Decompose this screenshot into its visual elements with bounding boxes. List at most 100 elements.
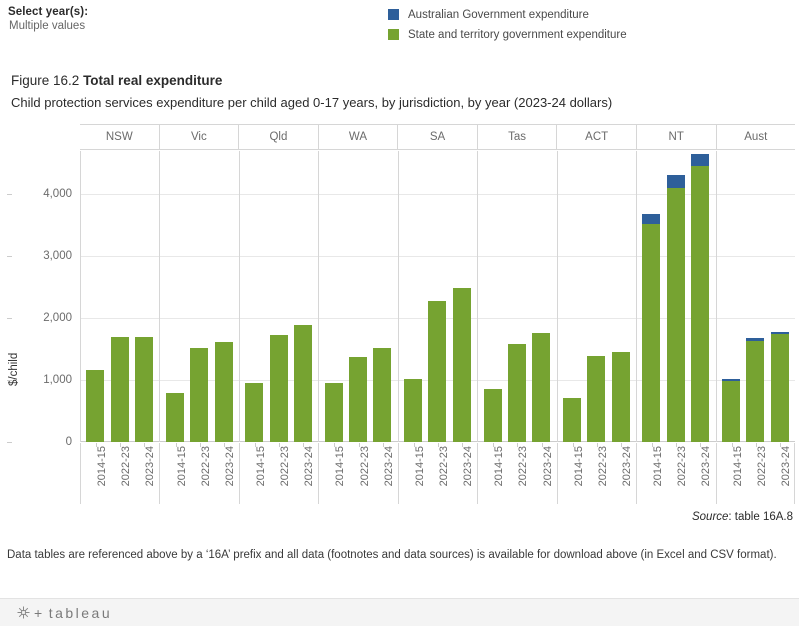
bar-tas-2022-23[interactable] — [507, 151, 526, 442]
x-tick-wa-2023-24[interactable]: 2023-24 — [374, 443, 395, 504]
x-tick-act-2023-24[interactable]: 2023-24 — [612, 443, 633, 504]
bar-nsw-2022-23[interactable] — [110, 151, 129, 442]
bar-segment-state-territory[interactable] — [110, 337, 129, 442]
bar-segment-state-territory[interactable] — [770, 334, 789, 442]
x-tick-sa-2022-23[interactable]: 2022-23 — [429, 443, 450, 504]
x-tick-sa-2014-15[interactable]: 2014-15 — [405, 443, 426, 504]
jurisdiction-header-act[interactable]: ACT — [556, 125, 636, 149]
bar-segment-state-territory[interactable] — [691, 165, 710, 442]
bar-segment-state-territory[interactable] — [611, 351, 630, 442]
bar-sa-2023-24[interactable] — [452, 151, 471, 442]
bar-segment-state-territory[interactable] — [245, 383, 264, 442]
bar-segment-state-territory[interactable] — [135, 337, 154, 442]
bar-segment-state-territory[interactable] — [483, 388, 502, 442]
bar-segment-state-territory[interactable] — [214, 341, 233, 442]
bar-aust-2023-24[interactable] — [770, 151, 789, 442]
x-tick-qld-2023-24[interactable]: 2023-24 — [294, 443, 315, 504]
x-tick-tas-2023-24[interactable]: 2023-24 — [533, 443, 554, 504]
x-tick-tas-2022-23[interactable]: 2022-23 — [508, 443, 529, 504]
x-tick-nt-2014-15[interactable]: 2014-15 — [643, 443, 664, 504]
bar-nsw-2023-24[interactable] — [135, 151, 154, 442]
tableau-logo[interactable]: + tableau — [16, 605, 112, 621]
x-tick-act-2022-23[interactable]: 2022-23 — [588, 443, 609, 504]
bar-sa-2022-23[interactable] — [428, 151, 447, 442]
bar-aust-2022-23[interactable] — [746, 151, 765, 442]
bar-act-2023-24[interactable] — [611, 151, 630, 442]
x-tick-qld-2014-15[interactable]: 2014-15 — [246, 443, 267, 504]
x-tick-sa-2023-24[interactable]: 2023-24 — [453, 443, 474, 504]
bar-segment-state-territory[interactable] — [507, 343, 526, 442]
bar-segment-state-territory[interactable] — [86, 370, 105, 442]
bar-segment-state-territory[interactable] — [324, 383, 343, 442]
bar-segment-state-territory[interactable] — [587, 356, 606, 442]
bar-segment-state-territory[interactable] — [562, 397, 581, 442]
legend-item-australian-government[interactable]: Australian Government expenditure — [388, 6, 627, 23]
bar-act-2014-15[interactable] — [562, 151, 581, 442]
jurisdiction-header-nt[interactable]: NT — [635, 125, 716, 149]
bar-segment-state-territory[interactable] — [349, 356, 368, 442]
bar-nt-2014-15[interactable] — [642, 151, 661, 442]
x-tick-nt-2023-24[interactable]: 2023-24 — [691, 443, 712, 504]
bar-segment-state-territory[interactable] — [746, 340, 765, 442]
legend-item-state-territory-government[interactable]: State and territory government expenditu… — [388, 26, 627, 43]
bar-segment-state-territory[interactable] — [721, 381, 740, 442]
jurisdiction-header-vic[interactable]: Vic — [158, 125, 239, 149]
bar-segment-state-territory[interactable] — [293, 325, 312, 442]
bar-tas-2014-15[interactable] — [483, 151, 502, 442]
year-filter-value[interactable]: Multiple values — [9, 20, 86, 32]
bar-nsw-2014-15[interactable] — [86, 151, 105, 442]
bar-qld-2023-24[interactable] — [293, 151, 312, 442]
bar-segment-state-territory[interactable] — [190, 347, 209, 442]
jurisdiction-header-wa[interactable]: WA — [317, 125, 398, 149]
x-tick-aust-2023-24[interactable]: 2023-24 — [771, 443, 792, 504]
bar-wa-2023-24[interactable] — [373, 151, 392, 442]
bar-qld-2022-23[interactable] — [269, 151, 288, 442]
x-tick-tas-2014-15[interactable]: 2014-15 — [484, 443, 505, 504]
x-tick-qld-2022-23[interactable]: 2022-23 — [270, 443, 291, 504]
jurisdiction-header-sa[interactable]: SA — [397, 125, 477, 149]
x-tick-act-2014-15[interactable]: 2014-15 — [564, 443, 585, 504]
bar-segment-state-territory[interactable] — [666, 187, 685, 442]
bar-segment-state-territory[interactable] — [452, 288, 471, 442]
x-tick-nsw-2022-23[interactable]: 2022-23 — [111, 443, 132, 504]
bar-segment-australian-government[interactable] — [721, 379, 740, 382]
jurisdiction-header-tas[interactable]: Tas — [476, 125, 557, 149]
bar-segment-state-territory[interactable] — [165, 392, 184, 442]
bar-segment-state-territory[interactable] — [269, 334, 288, 442]
bar-segment-state-territory[interactable] — [373, 347, 392, 442]
bar-segment-australian-government[interactable] — [642, 214, 661, 225]
bar-qld-2014-15[interactable] — [245, 151, 264, 442]
jurisdiction-header-aust[interactable]: Aust — [715, 125, 796, 149]
x-tick-aust-2014-15[interactable]: 2014-15 — [723, 443, 744, 504]
bar-vic-2022-23[interactable] — [190, 151, 209, 442]
bar-vic-2023-24[interactable] — [214, 151, 233, 442]
bar-wa-2022-23[interactable] — [349, 151, 368, 442]
bar-segment-state-territory[interactable] — [404, 379, 423, 442]
x-tick-vic-2022-23[interactable]: 2022-23 — [191, 443, 212, 504]
bar-segment-australian-government[interactable] — [691, 154, 710, 166]
bar-act-2022-23[interactable] — [587, 151, 606, 442]
bar-segment-australian-government[interactable] — [770, 332, 789, 335]
x-tick-vic-2023-24[interactable]: 2023-24 — [215, 443, 236, 504]
bar-vic-2014-15[interactable] — [165, 151, 184, 442]
bar-segment-state-territory[interactable] — [428, 301, 447, 442]
bar-aust-2014-15[interactable] — [721, 151, 740, 442]
bar-nt-2022-23[interactable] — [666, 151, 685, 442]
bar-segment-state-territory[interactable] — [532, 333, 551, 442]
bar-sa-2014-15[interactable] — [404, 151, 423, 442]
bar-segment-australian-government[interactable] — [746, 338, 765, 341]
jurisdiction-header-qld[interactable]: Qld — [238, 125, 318, 149]
x-tick-nsw-2014-15[interactable]: 2014-15 — [87, 443, 108, 504]
x-tick-vic-2014-15[interactable]: 2014-15 — [167, 443, 188, 504]
bar-segment-state-territory[interactable] — [642, 224, 661, 442]
x-tick-nt-2022-23[interactable]: 2022-23 — [667, 443, 688, 504]
x-tick-aust-2022-23[interactable]: 2022-23 — [747, 443, 768, 504]
year-filter[interactable]: Select year(s): Multiple values — [8, 5, 338, 34]
bar-segment-australian-government[interactable] — [666, 174, 685, 188]
x-tick-wa-2022-23[interactable]: 2022-23 — [350, 443, 371, 504]
bar-wa-2014-15[interactable] — [324, 151, 343, 442]
bar-tas-2023-24[interactable] — [532, 151, 551, 442]
x-tick-nsw-2023-24[interactable]: 2023-24 — [135, 443, 156, 504]
jurisdiction-header-nsw[interactable]: NSW — [80, 125, 159, 149]
x-tick-wa-2014-15[interactable]: 2014-15 — [325, 443, 346, 504]
